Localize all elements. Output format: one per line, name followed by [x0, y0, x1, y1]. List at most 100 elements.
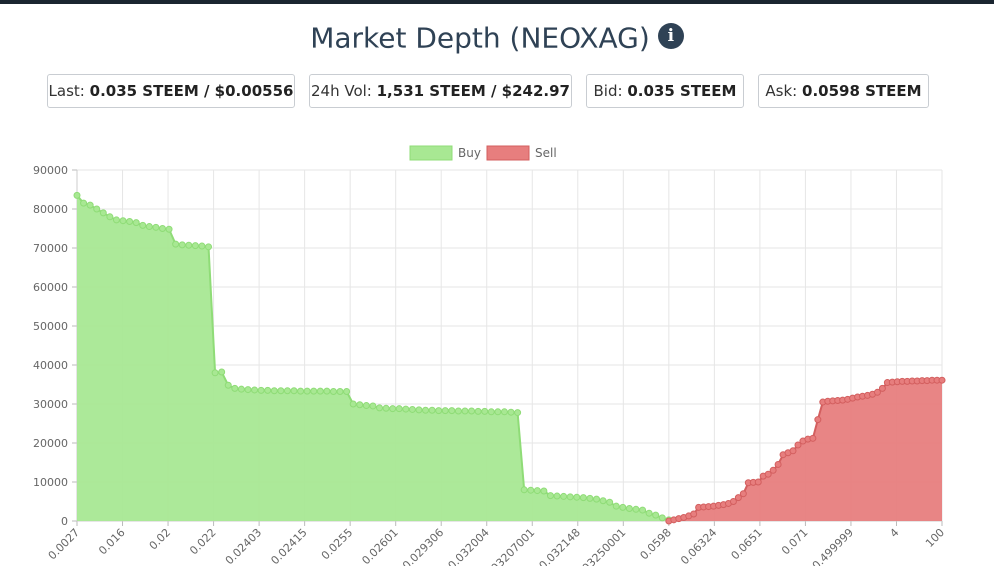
buy-area	[77, 195, 669, 521]
stat-volume-label: 24h Vol:	[310, 82, 372, 100]
buy-point	[224, 381, 232, 389]
buy-point	[520, 486, 528, 494]
buy-point	[448, 407, 456, 415]
buy-point	[316, 387, 324, 395]
stat-last-label: Last:	[48, 82, 85, 100]
buy-point	[86, 201, 94, 209]
stat-bid-label: Bid:	[593, 82, 623, 100]
buy-point	[277, 387, 285, 395]
buy-point	[468, 407, 476, 415]
buy-point	[474, 407, 482, 415]
y-tick-label: 70000	[33, 242, 68, 255]
x-tick-label: 0.022	[187, 526, 218, 557]
stat-bid: Bid: 0.035 STEEM	[586, 74, 744, 108]
buy-point	[487, 408, 495, 416]
x-tick-label: 0.03207001	[481, 526, 537, 566]
x-tick-label: 0.03250001	[572, 526, 628, 566]
buy-point	[395, 405, 403, 413]
sell-point	[754, 478, 762, 486]
x-tick-label: 0.499999	[810, 526, 856, 566]
buy-point	[198, 242, 206, 250]
buy-point	[461, 407, 469, 415]
buy-point	[132, 219, 140, 227]
buy-point	[658, 514, 666, 522]
x-tick-label: 0.02	[147, 526, 174, 553]
buy-point	[93, 205, 101, 213]
sell-point	[809, 434, 817, 442]
buy-point	[362, 402, 370, 410]
buy-point	[145, 223, 153, 231]
buy-point	[158, 225, 166, 232]
buy-point	[343, 388, 351, 396]
buy-point	[257, 386, 265, 394]
sell-point	[739, 490, 747, 498]
x-tick-label: 0.032148	[537, 526, 583, 566]
buy-point	[481, 407, 489, 415]
y-tick-label: 0	[61, 515, 68, 528]
buy-point	[244, 386, 252, 394]
legend-label-buy: Buy	[458, 146, 481, 160]
buy-point	[553, 492, 561, 500]
buy-point	[369, 402, 377, 410]
x-tick-label: 0.016	[96, 526, 127, 557]
buy-point	[356, 401, 364, 409]
buy-point	[606, 498, 614, 506]
buy-point	[152, 223, 160, 231]
buy-point	[205, 243, 213, 251]
buy-point	[402, 405, 410, 413]
stat-ask-value: 0.0598 STEEM	[802, 82, 922, 100]
buy-point	[619, 503, 627, 511]
buy-point	[428, 406, 436, 414]
buy-point	[119, 217, 127, 225]
buy-point	[139, 221, 147, 229]
x-tick-label: 0.0651	[729, 526, 765, 562]
buy-point	[566, 493, 574, 501]
buy-point	[211, 369, 219, 377]
buy-point	[632, 505, 640, 513]
buy-point	[514, 409, 522, 417]
sell-point	[873, 388, 881, 396]
buy-point	[329, 388, 337, 396]
y-tick-label: 90000	[33, 164, 68, 177]
sell-point	[938, 376, 946, 384]
stat-ask: Ask: 0.0598 STEEM	[758, 74, 929, 108]
buy-point	[172, 240, 180, 248]
buy-point	[126, 217, 134, 225]
buy-point	[441, 407, 449, 415]
sell-point	[878, 384, 886, 392]
info-circle-icon[interactable]: i	[657, 23, 684, 49]
buy-point	[533, 487, 541, 495]
stat-ask-label: Ask:	[765, 82, 798, 100]
buy-point	[612, 502, 620, 510]
buy-point	[165, 225, 173, 233]
stat-volume-value: 1,531 STEEM / $242.97	[376, 82, 570, 100]
buy-point	[349, 400, 357, 408]
buy-point	[500, 408, 508, 416]
buy-point	[237, 385, 245, 393]
stat-last: Last: 0.035 STEEM / $0.00556	[47, 74, 295, 108]
sell-point	[764, 470, 772, 478]
buy-point	[435, 407, 443, 415]
buy-point	[283, 387, 291, 395]
buy-point	[382, 404, 390, 412]
buy-point	[625, 505, 633, 513]
buy-point	[639, 506, 647, 514]
buy-point	[540, 487, 548, 495]
buy-point	[178, 241, 186, 249]
buy-point	[527, 486, 535, 494]
buy-point	[323, 387, 331, 395]
x-tick-label: 0.0255	[319, 526, 355, 562]
sell-point	[734, 494, 742, 502]
sell-point	[729, 498, 737, 505]
sell-point	[814, 416, 822, 424]
legend-label-sell: Sell	[535, 146, 557, 160]
y-tick-label: 60000	[33, 281, 68, 294]
y-tick-label: 40000	[33, 359, 68, 372]
buy-point	[579, 494, 587, 502]
title-row: Market Depth (NEOXAG) i	[0, 20, 994, 55]
buy-point	[251, 386, 259, 394]
x-tick-label: 0.032004	[446, 526, 492, 566]
buy-point	[645, 509, 653, 517]
sell-point	[774, 460, 782, 468]
